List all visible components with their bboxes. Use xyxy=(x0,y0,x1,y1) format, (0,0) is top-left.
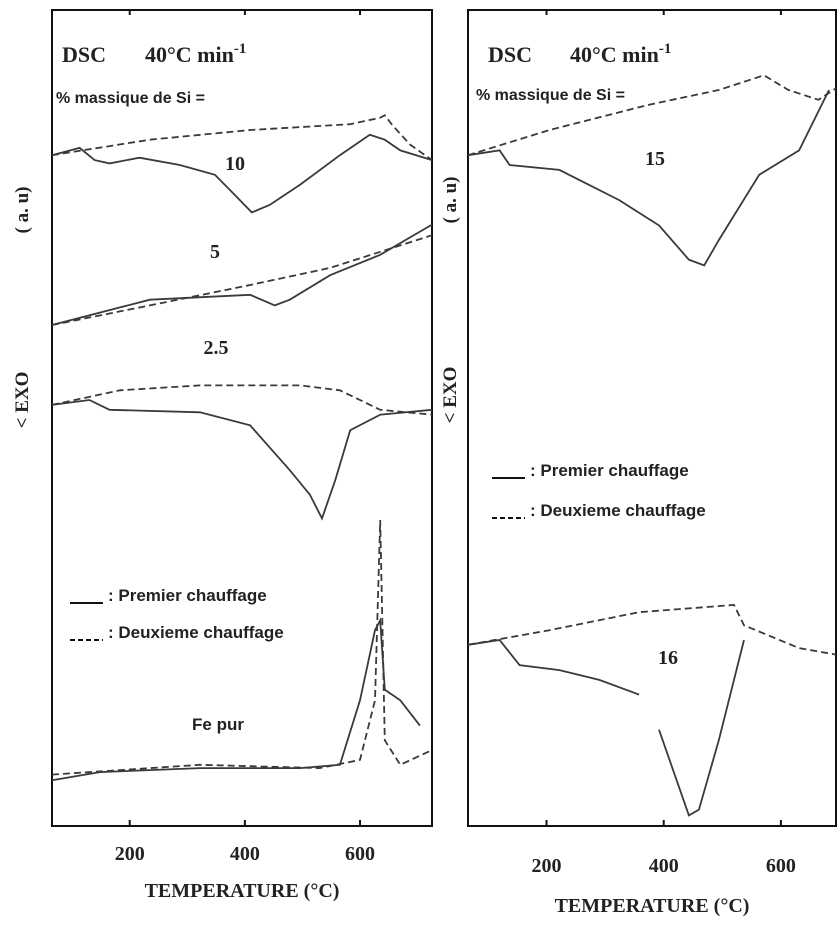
curve xyxy=(467,603,837,656)
subtitle: % massique de Si = xyxy=(476,87,625,104)
legend-label: : Premier chauffage xyxy=(530,461,689,480)
rate-exponent: -1 xyxy=(659,41,672,57)
y-axis-label: ( a. u) xyxy=(12,187,33,234)
panel: 200 400 600 TEMPERATURE (°C) < EXO ( a. u) DSC… xyxy=(440,9,837,917)
chart-title: DSC xyxy=(62,42,106,67)
x-tick-label: 400 xyxy=(649,855,679,877)
x-axis-label: TEMPERATURE (°C) xyxy=(145,880,340,902)
rate: 40°C min-1 xyxy=(570,41,671,67)
legend-label: : Deuxieme chauffage xyxy=(530,501,706,520)
curve-label: 10 xyxy=(225,153,245,175)
x-tick-label: 600 xyxy=(345,843,375,865)
legend-label: : Deuxieme chauffage xyxy=(108,623,284,642)
curve-label: 2.5 xyxy=(204,337,229,359)
rate-text: 40°C min xyxy=(570,42,659,67)
x-tick-label: 600 xyxy=(766,855,796,877)
subtitle: % massique de Si = xyxy=(56,90,205,107)
curve-label: 5 xyxy=(210,241,220,263)
legend-label: : Premier chauffage xyxy=(108,586,267,605)
x-tick-label: 400 xyxy=(230,843,260,865)
curve-label: 16 xyxy=(658,647,678,669)
curve xyxy=(467,89,830,267)
chart-title: DSC xyxy=(488,42,532,67)
curve xyxy=(51,519,433,776)
curve xyxy=(467,639,745,817)
curve xyxy=(51,617,421,782)
x-axis-label: TEMPERATURE (°C) xyxy=(555,895,750,917)
y-axis-label: ( a. u) xyxy=(440,177,461,224)
rate: 40°C min-1 xyxy=(145,41,246,67)
curve-label: 15 xyxy=(645,148,665,170)
rate-exponent: -1 xyxy=(234,41,247,57)
curve xyxy=(51,384,433,416)
plot-frame xyxy=(51,9,433,827)
plot-frame xyxy=(467,9,837,827)
curve xyxy=(51,399,433,521)
curve xyxy=(51,223,433,326)
x-tick-label: 200 xyxy=(115,843,145,865)
x-tick-label: 200 xyxy=(532,855,562,877)
rate-text: 40°C min xyxy=(145,42,234,67)
curve xyxy=(467,74,837,157)
y-axis-label: < EXO xyxy=(12,372,33,429)
curve xyxy=(51,114,433,161)
curve-label: Fe pur xyxy=(192,715,244,734)
y-axis-label: < EXO xyxy=(440,367,461,424)
curve xyxy=(51,133,433,214)
curve xyxy=(51,234,433,326)
